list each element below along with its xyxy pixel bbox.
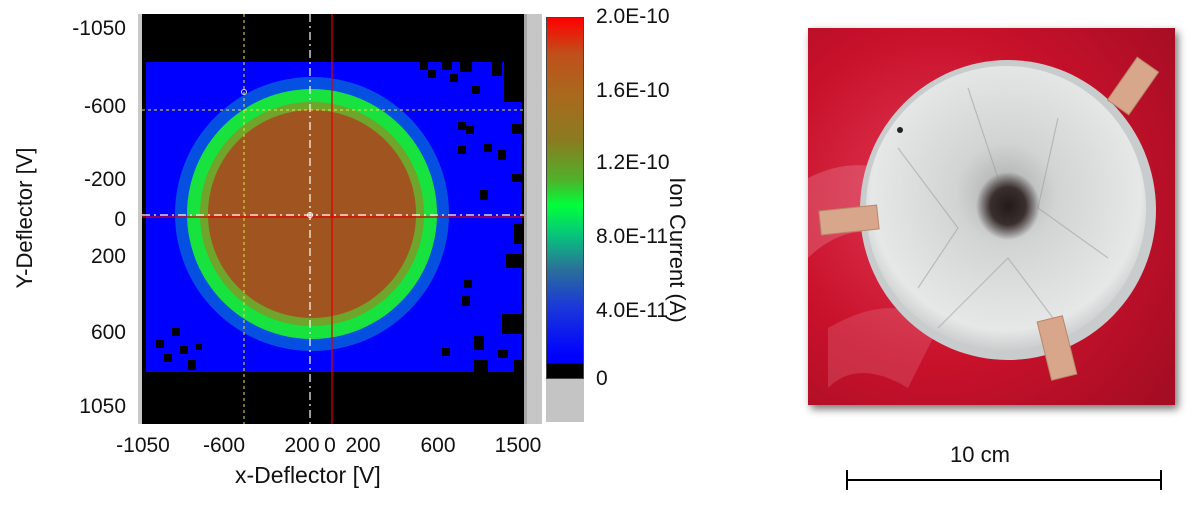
- y-tick-label: -600: [83, 95, 126, 118]
- colorbar-tick-label: 1.6E-10: [596, 79, 670, 102]
- colorbar-tick-label: 2.0E-10: [596, 5, 670, 28]
- x-tick-label: 0: [324, 434, 336, 457]
- x-tick-label: 200: [345, 434, 381, 457]
- foil-mark: [897, 127, 903, 133]
- background-fold: [828, 308, 938, 388]
- scalebar: [846, 470, 1162, 490]
- beam-spot: [976, 172, 1040, 240]
- x-tick-label: 600: [420, 434, 456, 457]
- plot-right-frame: [524, 14, 542, 424]
- scan-heatmap: [142, 14, 524, 424]
- x-tick-label: 200: [284, 434, 320, 457]
- heatmap-svg: [142, 14, 524, 424]
- copper-tape-bottom: [1036, 315, 1078, 381]
- copper-tape-left: [818, 204, 880, 236]
- y-axis-title: Y-Deflector [V]: [12, 147, 37, 289]
- y-tick-label: 1050: [79, 395, 126, 418]
- scalebar-right-cap: [1160, 470, 1162, 490]
- x-tick-label: -1050: [116, 434, 170, 457]
- yellow-cursor-marker[interactable]: [241, 89, 247, 95]
- y-tick-label: 0: [114, 208, 126, 231]
- colorbar-gradient: [546, 17, 584, 379]
- colorbar-lower-panel: [546, 379, 584, 422]
- target-photo-svg: [808, 28, 1175, 405]
- y-tick-label: -1050: [72, 17, 126, 40]
- y-tick-label: -200: [83, 168, 126, 191]
- colorbar-tick-label: 1.2E-10: [596, 151, 670, 174]
- y-tick-label: 600: [90, 321, 126, 344]
- x-axis-title: x-Deflector [V]: [235, 462, 381, 488]
- colorbar-tick-label: 4.0E-11: [596, 299, 668, 322]
- colorbar: [546, 17, 584, 422]
- colorbar-tick-label: 8.0E-11: [596, 225, 668, 248]
- colorbar-title: Ion Current (A): [665, 177, 690, 323]
- scan-plot-area: [138, 14, 542, 424]
- scalebar-label: 10 cm: [950, 442, 1010, 467]
- y-tick-label: 200: [90, 245, 126, 268]
- ion-current-scan-figure: -1050 -600 -200 0 200 600 1050 Y-Deflect…: [12, 5, 690, 488]
- target-photo: [808, 28, 1175, 405]
- colorbar-tick-label: 0: [596, 367, 608, 390]
- copper-tape-top-right: [1106, 56, 1160, 116]
- white-cursor-marker[interactable]: [307, 212, 313, 218]
- scalebar-line: [846, 479, 1162, 481]
- x-tick-label: 1500: [494, 434, 542, 457]
- x-tick-label: -600: [202, 434, 246, 457]
- copper-tape-group: [818, 56, 1160, 381]
- no-signal-pixels: [156, 62, 522, 372]
